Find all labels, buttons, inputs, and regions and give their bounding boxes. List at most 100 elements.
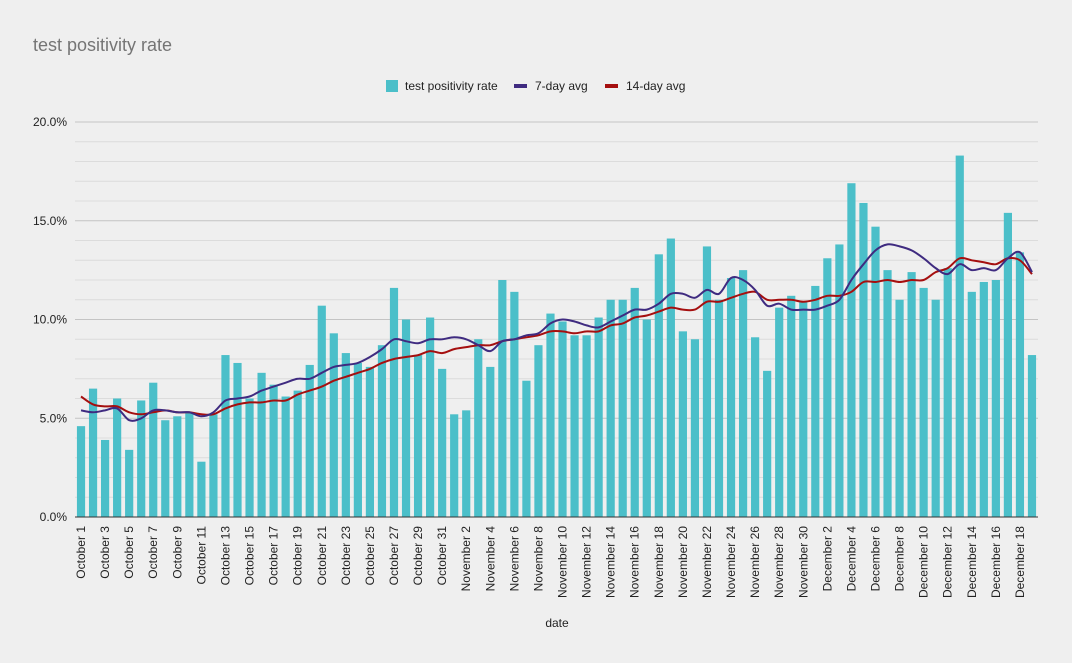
- bar[interactable]: [931, 299, 940, 517]
- bar[interactable]: [546, 313, 555, 517]
- bar[interactable]: [257, 372, 266, 517]
- bar[interactable]: [113, 398, 122, 518]
- bar[interactable]: [233, 362, 242, 517]
- bar[interactable]: [690, 339, 700, 517]
- bar[interactable]: [606, 299, 615, 517]
- bar[interactable]: [859, 202, 868, 517]
- bar[interactable]: [426, 317, 435, 517]
- x-tick-label: October 9: [170, 526, 184, 579]
- legend-label-avg14: 14-day avg: [626, 79, 685, 93]
- bar[interactable]: [401, 319, 411, 518]
- bar[interactable]: [835, 244, 844, 517]
- bar[interactable]: [763, 370, 772, 517]
- bar[interactable]: [534, 345, 543, 517]
- bar[interactable]: [1003, 212, 1012, 517]
- bar[interactable]: [498, 280, 507, 517]
- bar[interactable]: [714, 299, 724, 517]
- bar[interactable]: [787, 295, 796, 517]
- bar[interactable]: [510, 291, 519, 517]
- bar[interactable]: [702, 246, 712, 518]
- x-tick-label: November 22: [700, 526, 714, 598]
- bar[interactable]: [943, 268, 952, 517]
- bar[interactable]: [811, 285, 820, 517]
- bar[interactable]: [883, 270, 892, 517]
- bar[interactable]: [269, 384, 278, 517]
- x-tick-label: November 10: [556, 526, 570, 598]
- bar[interactable]: [305, 364, 314, 517]
- bar[interactable]: [173, 416, 182, 517]
- legend[interactable]: test positivity rate 7-day avg 14-day av…: [386, 79, 685, 93]
- bar[interactable]: [967, 291, 976, 517]
- y-tick-label: 20.0%: [33, 115, 67, 129]
- line-14-day-avg[interactable]: [80, 256, 1033, 416]
- bar[interactable]: [1027, 355, 1037, 517]
- bar[interactable]: [726, 278, 736, 517]
- bar[interactable]: [799, 301, 808, 517]
- bar[interactable]: [738, 270, 748, 517]
- x-tick-label: November 16: [628, 526, 642, 598]
- x-tick-label: October 29: [411, 526, 425, 586]
- bar[interactable]: [185, 412, 194, 517]
- bar[interactable]: [630, 287, 639, 517]
- grid-lines: [75, 121, 1038, 518]
- bar[interactable]: [438, 368, 447, 517]
- bar[interactable]: [353, 362, 362, 517]
- bar[interactable]: [389, 287, 399, 517]
- x-tick-label: October 13: [219, 526, 233, 586]
- bar[interactable]: [642, 319, 651, 518]
- bar[interactable]: [751, 337, 760, 517]
- bar[interactable]: [329, 333, 338, 517]
- line-7-day-avg[interactable]: [80, 243, 1033, 422]
- bar[interactable]: [678, 331, 687, 517]
- bar[interactable]: [666, 238, 675, 517]
- bar[interactable]: [76, 426, 86, 517]
- axes: 0.0% 5.0% 10.0% 15.0% 20.0% October 1 October …: [33, 115, 1038, 598]
- bar[interactable]: [317, 305, 326, 517]
- bar[interactable]: [522, 380, 531, 517]
- bar[interactable]: [558, 321, 567, 517]
- bar[interactable]: [377, 345, 387, 517]
- bar[interactable]: [197, 461, 206, 517]
- bar[interactable]: [955, 155, 964, 517]
- bar[interactable]: [137, 400, 146, 517]
- bar[interactable]: [281, 396, 290, 517]
- bar[interactable]: [654, 254, 663, 517]
- bar[interactable]: [125, 449, 134, 517]
- bar[interactable]: [413, 355, 423, 517]
- bar[interactable]: [1015, 252, 1025, 517]
- bar[interactable]: [88, 388, 98, 517]
- bar[interactable]: [462, 410, 471, 517]
- bar[interactable]: [149, 382, 158, 517]
- bar[interactable]: [775, 307, 784, 517]
- bar[interactable]: [570, 335, 579, 517]
- bar[interactable]: [474, 339, 483, 517]
- x-tick-label: October 1: [74, 526, 88, 579]
- bar[interactable]: [847, 183, 856, 517]
- bar[interactable]: [991, 280, 1000, 517]
- bar[interactable]: [101, 439, 110, 517]
- bar[interactable]: [618, 299, 627, 517]
- bar[interactable]: [221, 355, 230, 517]
- x-tick-label: October 5: [122, 526, 136, 579]
- x-tick-label: November 24: [724, 526, 738, 598]
- bar[interactable]: [450, 414, 459, 517]
- bar[interactable]: [209, 414, 218, 517]
- bar[interactable]: [919, 287, 928, 517]
- bar[interactable]: [871, 226, 880, 518]
- bar[interactable]: [245, 398, 254, 518]
- bar[interactable]: [907, 272, 916, 517]
- bar-series: [76, 155, 1037, 518]
- bar[interactable]: [582, 335, 591, 517]
- bar[interactable]: [365, 366, 375, 517]
- x-tick-label: October 25: [363, 526, 377, 586]
- bar[interactable]: [341, 353, 350, 517]
- bar[interactable]: [594, 317, 603, 517]
- bar[interactable]: [161, 420, 170, 517]
- bar[interactable]: [293, 390, 302, 517]
- bar[interactable]: [823, 258, 832, 517]
- x-tick-label: October 21: [315, 526, 329, 586]
- bar[interactable]: [486, 366, 495, 517]
- bar[interactable]: [979, 281, 988, 517]
- bar[interactable]: [895, 299, 904, 517]
